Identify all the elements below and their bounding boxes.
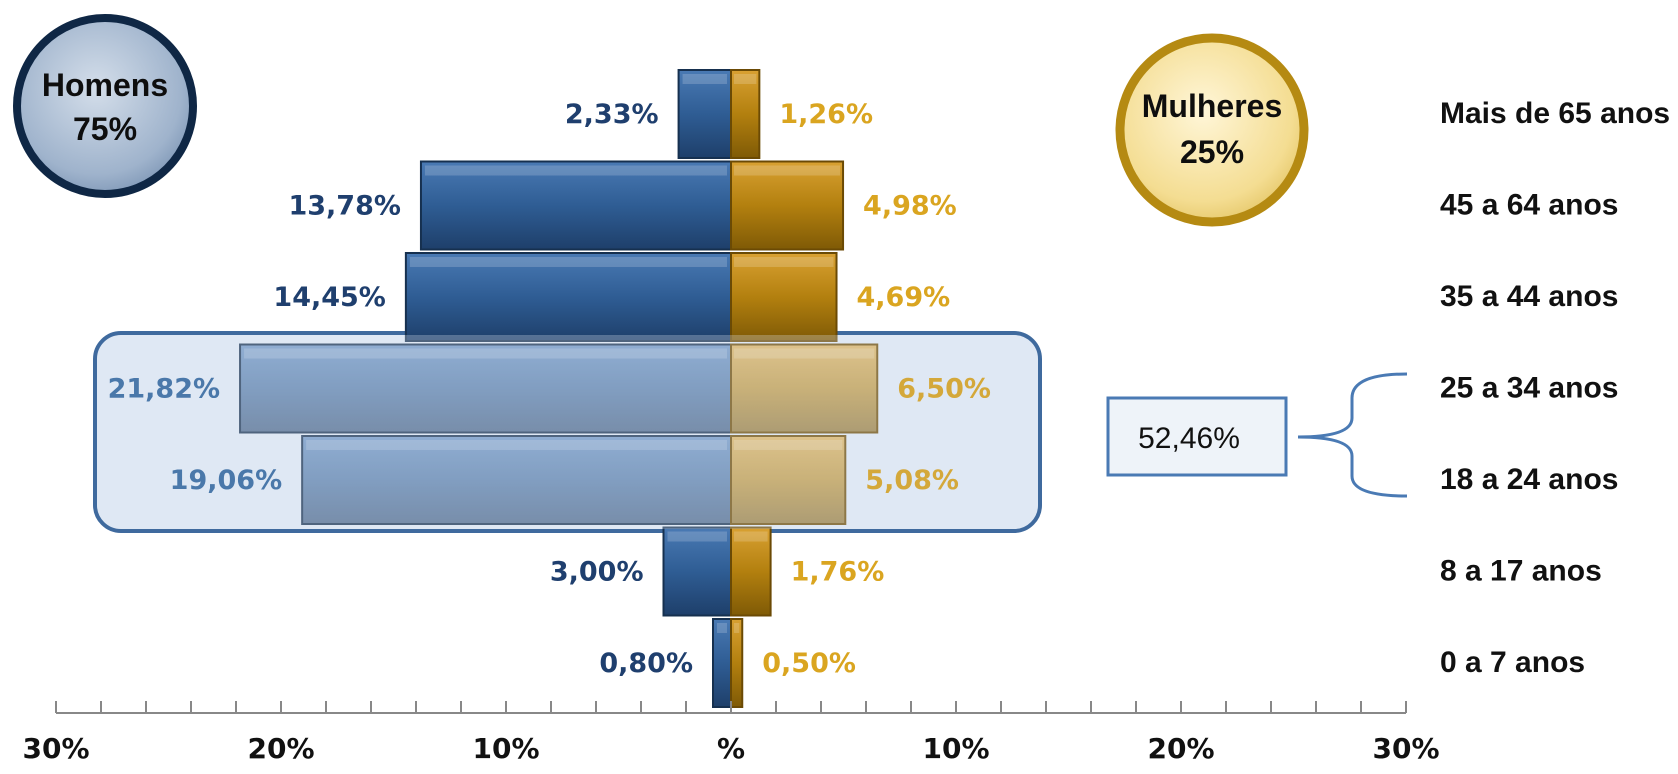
bar-homens-bevel: [667, 531, 727, 542]
bar-mulheres: [730, 160, 845, 251]
bar-homens-bevel: [682, 74, 727, 84]
men-badge-title: Homens: [42, 67, 168, 103]
bar-mulheres: [730, 69, 761, 159]
men-badge-value: 75%: [73, 111, 137, 147]
bar-mulheres-bevel: [734, 531, 768, 542]
bar-mulheres-bevel: [734, 348, 875, 359]
category-label: 0 a 7 anos: [1440, 646, 1585, 679]
data-label-homens: 13,78%: [288, 191, 400, 222]
category-label: 25 a 34 anos: [1440, 372, 1618, 405]
bar-homens-bevel: [306, 440, 727, 450]
women-badge: Mulheres 25%: [1115, 33, 1309, 227]
category-label: Mais de 65 anos: [1440, 97, 1670, 130]
bar-mulheres: [730, 618, 744, 708]
x-tick-label: 30%: [22, 732, 89, 765]
x-tick-label: 10%: [472, 732, 539, 765]
bar-mulheres-bevel: [734, 440, 843, 450]
bar-mulheres-bevel: [734, 257, 834, 267]
value-labels-group: 2,33% 1,26% 13,78% 4,98% 14,45% 4,69% 21,82% 6,…: [108, 99, 991, 679]
x-tick-label: 10%: [922, 732, 989, 765]
bar-mulheres: [730, 435, 847, 525]
data-label-homens: 2,33%: [565, 99, 659, 130]
men-badge: Homens 75%: [13, 14, 197, 198]
bar-homens: [419, 160, 732, 251]
women-badge-title: Mulheres: [1142, 88, 1282, 124]
bar-mulheres: [730, 526, 772, 617]
x-axis: 30% 20% 10%% 10% 20% 30%: [22, 701, 1440, 765]
category-label: 18 a 24 anos: [1440, 463, 1618, 496]
highlight-total-box: [1106, 396, 1288, 477]
bar-homens-bevel: [244, 348, 728, 359]
bar-homens: [404, 252, 732, 342]
data-label-mulheres: 1,26%: [779, 99, 873, 130]
data-label-mulheres: 6,50%: [897, 374, 991, 405]
data-label-mulheres: 5,08%: [865, 465, 959, 496]
data-label-mulheres: 1,76%: [791, 557, 885, 588]
data-label-homens: 19,06%: [170, 465, 282, 496]
bar-mulheres-bevel: [734, 165, 841, 176]
bar-homens: [662, 526, 732, 617]
data-label-homens: 21,82%: [108, 374, 220, 405]
data-label-mulheres: 4,98%: [863, 191, 957, 222]
men-badge-circle: [13, 14, 197, 198]
data-label-homens: 14,45%: [273, 282, 385, 313]
category-label: 35 a 44 anos: [1440, 280, 1618, 313]
bar-homens-bevel: [409, 257, 727, 267]
bar-mulheres: [730, 252, 838, 342]
highlight-total: 52,46%: [1106, 372, 1408, 498]
x-tick-label: 20%: [1147, 732, 1214, 765]
data-label-mulheres: 0,50%: [762, 648, 856, 679]
highlight-overlay: [97, 335, 1038, 529]
women-badge-circle: [1115, 33, 1309, 227]
bar-homens-bevel: [717, 623, 727, 633]
x-tick-label: %: [717, 732, 745, 765]
bar-homens-bevel: [424, 165, 727, 176]
bar-homens: [239, 343, 733, 434]
bars-group: [239, 69, 879, 708]
category-label: 8 a 17 anos: [1440, 555, 1602, 588]
data-label-homens: 0,80%: [599, 648, 693, 679]
bar-homens: [677, 69, 733, 159]
category-label: 45 a 64 anos: [1440, 189, 1618, 222]
x-tick-label: 30%: [1372, 732, 1439, 765]
brace-icon: [1297, 372, 1408, 498]
data-label-mulheres: 4,69%: [857, 282, 951, 313]
bar-homens: [301, 435, 732, 525]
bar-mulheres-bevel: [734, 623, 740, 633]
women-badge-value: 25%: [1180, 134, 1244, 170]
bar-mulheres: [730, 343, 879, 434]
category-labels-group: Mais de 65 anos 45 a 64 anos 35 a 44 anos 2…: [1440, 97, 1670, 679]
x-tick-label: 20%: [247, 732, 314, 765]
data-label-homens: 3,00%: [550, 557, 644, 588]
bar-mulheres-bevel: [734, 74, 757, 84]
highlight-total-value: 52,46%: [1138, 422, 1240, 455]
